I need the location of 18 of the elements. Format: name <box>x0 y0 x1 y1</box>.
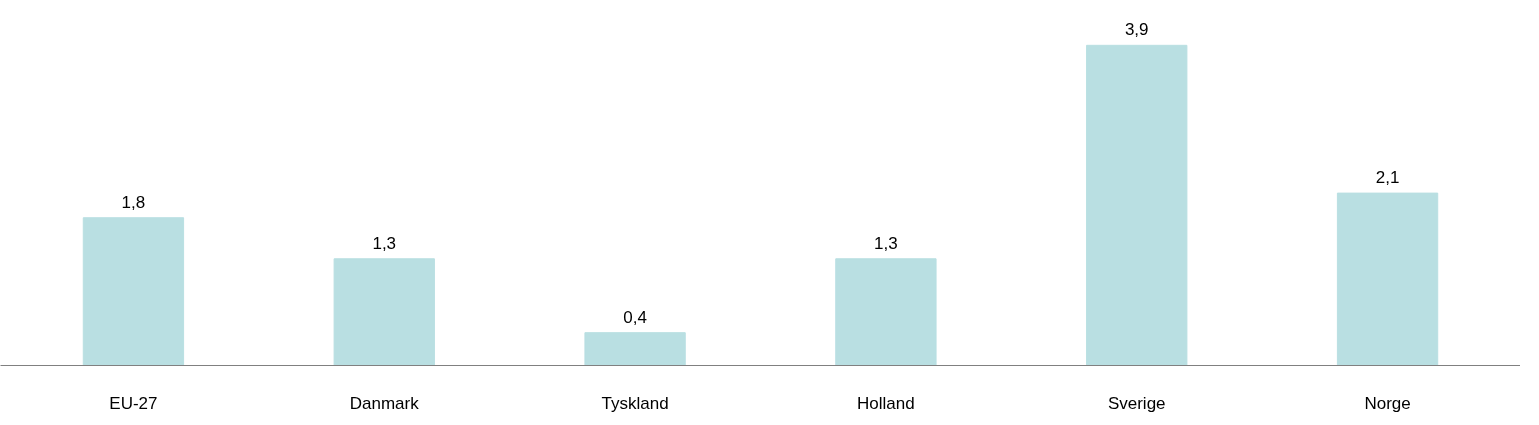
x-tick-label: Norge <box>1364 393 1411 413</box>
data-label: 0,4 <box>623 307 647 327</box>
data-label: 2,1 <box>1375 168 1400 188</box>
data-label: 1,8 <box>121 192 146 212</box>
bar <box>82 217 185 366</box>
data-label: 1,3 <box>372 233 397 253</box>
bar <box>333 258 435 366</box>
x-tick-label: Sverige <box>1107 393 1166 413</box>
data-label: 1,3 <box>874 233 898 253</box>
x-tick-label: EU-27 <box>109 393 158 413</box>
x-tick-label: Tyskland <box>601 393 669 413</box>
bar <box>1336 192 1439 366</box>
x-tick-label: Danmark <box>349 393 420 413</box>
bar <box>835 258 937 366</box>
bar <box>584 332 686 366</box>
bar <box>1086 44 1188 366</box>
x-tick-label: Holland <box>857 393 915 413</box>
data-label: 3,9 <box>1124 20 1149 40</box>
